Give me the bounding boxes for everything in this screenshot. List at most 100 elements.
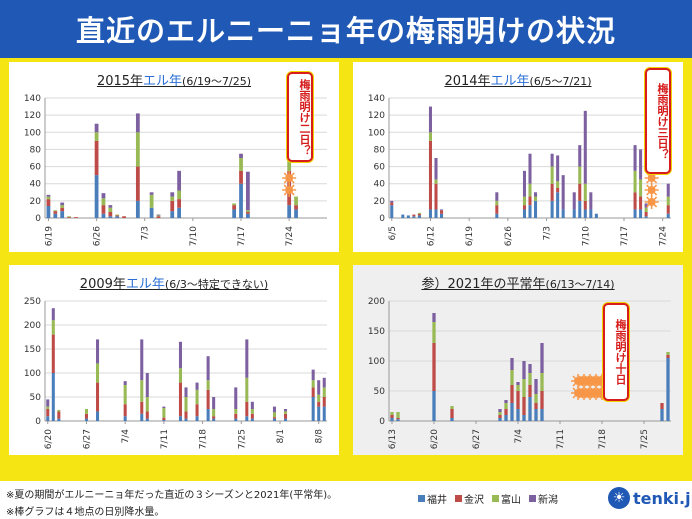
bar-segment [123,404,127,417]
x-tick-label: 7/10 [581,226,591,246]
bar-segment [660,409,664,421]
x-tick-label: 8/1 [276,429,286,443]
legend-swatch-fukui [418,495,425,502]
y-tick-label: 100 [368,128,385,138]
bar-segment [572,192,576,210]
x-tick-label: 6/19 [44,226,54,246]
bar-segment [149,207,154,218]
bar-segment [534,196,538,201]
bar-segment [101,205,106,214]
x-tick-label: 6/20 [430,429,440,449]
bar-segment [122,216,126,218]
bar-segment [528,153,532,184]
tenki-logo-text: tenki.jp [633,488,692,508]
bar-segment [633,145,637,171]
bar-segment [178,341,182,369]
bar-segment [504,403,508,409]
bar-segment [140,339,144,381]
bar-segment [434,179,438,184]
bar-segment [67,217,71,218]
bar-segment [212,409,216,417]
bar-segment [245,377,249,402]
y-tick-label: 20 [374,197,386,207]
footnote-2: ※棒グラフは４地点の日別降水量。 [6,507,165,518]
bar-segment [440,210,444,214]
bar-segment [232,205,237,210]
chart-title-2015: 2015年エル年(6/19〜7/25) [96,74,252,89]
bar-segment [170,200,175,212]
bar-segment [53,213,58,218]
title-bar: 直近のエルニーニョ年の梅雨明けの状況 [0,0,692,58]
bar-segment [232,209,237,218]
bar-segment [94,175,99,218]
bar-segment [522,361,526,379]
bar-segment [432,391,436,421]
bar-segment [170,211,175,218]
bar-segment [594,213,598,218]
bar-segment [428,209,432,218]
bar-segment [60,207,65,212]
bar-segment [561,209,565,218]
bar-segment [644,216,648,218]
bar-segment [540,343,544,373]
bar-segment [440,209,444,211]
bar-segment [51,320,55,335]
bar-segment [145,418,149,421]
bar-segment [84,413,88,419]
chart-panel-2014: 2014年エル年(6/5〜7/21) 0 20 40 60 80 100 120 140 6/5… [353,62,683,252]
bar-segment [666,352,670,355]
bar-segment [115,214,120,216]
bar-segment [556,155,560,182]
bar-segment [504,409,508,415]
bar-segment [639,196,643,210]
y-tick-label: 0 [379,214,385,224]
x-tick-label: 8/8 [315,429,325,444]
bar-segment [115,215,120,217]
y-tick-label: 60 [30,163,42,173]
bar-segment [60,202,65,206]
bar-segment [528,373,532,385]
bar-segment [46,194,51,197]
footer: ※夏の期間がエルニーニョ年だった直近の３シーズンと2021年(平常年)。 ※棒グ… [0,481,692,519]
rainy-season-end-badge-2021: 梅雨明け十日 [603,303,629,401]
y-tick-label: 250 [24,297,41,307]
bar-segment [522,379,526,397]
bar-segment [561,175,565,210]
bar-segment [495,213,499,218]
legend-swatch-niigata [529,495,536,502]
bar-segment [396,412,400,418]
bar-segment [101,193,106,199]
bar-segment [170,192,175,197]
bar-segment [206,409,210,421]
bar-segment [504,400,508,403]
bar-segment [534,409,538,421]
x-tick-label: 7/25 [237,429,247,449]
bar-segment [239,153,243,158]
bar-segment [177,170,182,191]
y-tick-label: 140 [368,94,385,104]
legend-label-niigata: 新潟 [538,495,558,506]
x-tick-label: 7/3 [141,226,151,240]
bar-segment [417,212,421,214]
y-tick-label: 120 [368,111,385,121]
bar-segment [322,377,326,388]
bar-segment [412,216,416,218]
bar-segment [311,387,315,397]
bar-segment [322,406,326,421]
y-tick-label: 80 [30,145,42,155]
bar-segment [534,394,538,403]
bar-segment [84,418,88,421]
x-tick-label: 7/25 [640,429,650,449]
bar-segment [406,215,410,218]
tenki-sun-icon: ☀ [608,487,630,509]
bar-segment [440,213,444,218]
bar-segment [123,385,127,405]
bar-segment [94,123,99,133]
bar-segment [53,211,58,214]
bar-segment [195,404,199,417]
rainy-season-end-badge-2014: 梅雨明け三日？ [645,68,671,174]
x-tick-label: 6/26 [504,226,514,246]
y-tick-label: 20 [30,197,42,207]
bar-segment [583,200,587,210]
bar-segment [53,210,58,212]
